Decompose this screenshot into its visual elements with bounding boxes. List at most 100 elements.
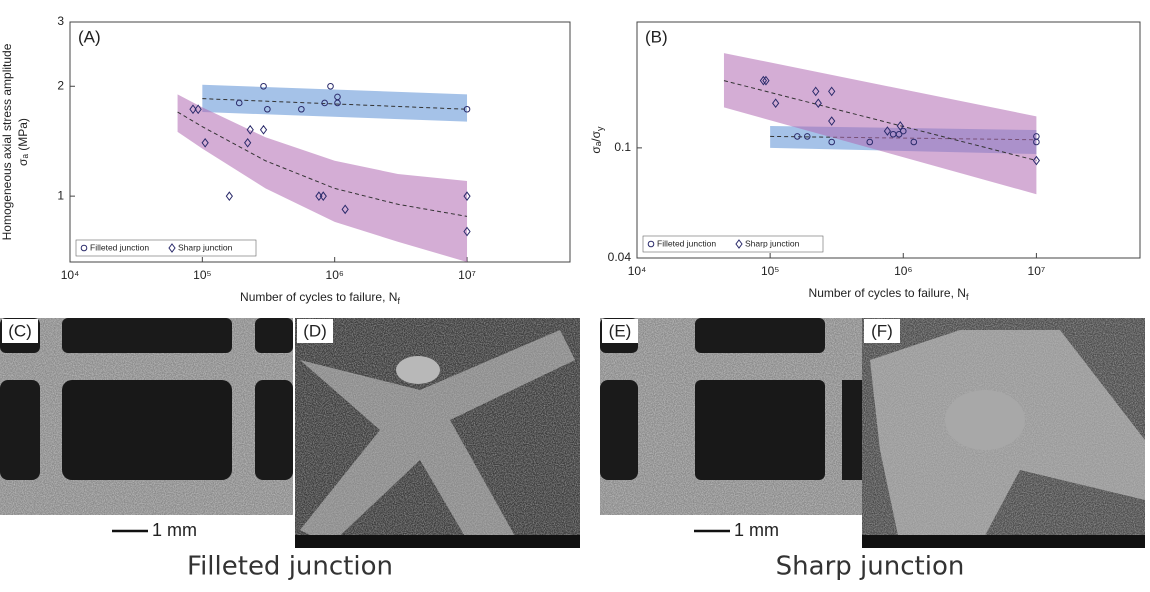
point	[828, 138, 835, 146]
panel-title: (A)	[78, 27, 101, 46]
y-axis-label-sub: y	[595, 126, 605, 131]
point	[260, 82, 267, 90]
y-tick-label: 0.04	[608, 250, 632, 264]
point	[866, 138, 874, 146]
fracture	[945, 390, 1025, 450]
x-axis-label-sub: f	[397, 296, 400, 306]
x-tick-label: 10⁵	[193, 268, 211, 282]
point	[298, 105, 305, 113]
y-tick-label: 2	[57, 78, 64, 92]
label-box	[2, 319, 38, 343]
point	[225, 191, 233, 201]
texture	[295, 318, 580, 548]
pore	[695, 318, 825, 353]
point	[1033, 138, 1040, 146]
info-bar	[295, 535, 580, 548]
point	[812, 86, 820, 97]
y-tick-label: 0.1	[614, 140, 631, 154]
point	[259, 124, 268, 135]
caption: Sharp junction	[776, 552, 965, 582]
legend-label: Sharp junction	[178, 242, 233, 252]
confidence-band	[177, 94, 468, 263]
point	[828, 116, 836, 126]
point	[895, 130, 903, 138]
pore	[842, 380, 862, 480]
point	[896, 121, 904, 131]
point	[899, 127, 907, 135]
fit-line	[177, 111, 468, 217]
legend-label: Filleted junction	[657, 238, 716, 248]
y-axis-label-text: Homogeneous axial stress amplitude	[0, 43, 14, 240]
x-axis-label-text: Number of cycles to failure, N	[809, 286, 966, 300]
label-box	[864, 319, 900, 343]
y-axis-label-text: σₐ (MPa)	[16, 118, 30, 166]
fit-line	[202, 98, 468, 110]
y-axis-label: Homogeneous axial stress amplitude	[0, 43, 14, 240]
point	[814, 98, 822, 109]
confidence-band	[723, 53, 1037, 195]
panel-label: (F)	[871, 321, 893, 340]
panel-label: (C)	[8, 321, 32, 340]
point	[194, 104, 202, 115]
label-box	[602, 319, 638, 343]
panel-labels: (C) (D) (E) (F) 1 mm 1 mm Filleted junct…	[0, 319, 964, 582]
point	[264, 105, 271, 113]
x-axis-label-sub: f	[966, 292, 969, 302]
scale-label: 1 mm	[734, 520, 779, 540]
y-axis-label: σₐ (MPa)	[16, 118, 30, 166]
pore	[0, 380, 40, 480]
legend-marker	[647, 240, 655, 248]
y-axis-label: σₐ/σy	[589, 126, 605, 154]
point	[244, 137, 252, 148]
pore	[255, 318, 293, 353]
x-tick-label: 10⁷	[458, 268, 476, 282]
pore	[62, 380, 232, 480]
point	[910, 138, 918, 146]
fracture	[396, 356, 440, 384]
point	[883, 126, 892, 136]
plot-area	[69, 21, 571, 263]
point	[246, 124, 254, 135]
point	[327, 82, 334, 90]
panel-label: (D)	[303, 321, 327, 340]
x-tick-label: 10⁶	[894, 264, 912, 278]
pore	[695, 380, 825, 480]
chart: 10⁴ 10⁵ 10⁶ 10⁷ 0.04 0.1 (B) Number of cycles t…	[589, 21, 1141, 302]
caption: Filleted junction	[187, 552, 393, 582]
point	[321, 99, 328, 107]
chart: 10⁴ 10⁵ 10⁶ 10⁷ 1 2 3 (A) Number of cycles to fa…	[0, 14, 571, 306]
x-axis-label: Number of cycles to failure, Nf	[240, 290, 400, 306]
point	[334, 99, 341, 107]
legend-marker	[80, 244, 88, 252]
point	[463, 105, 471, 113]
legend-box	[75, 239, 257, 257]
label-box	[297, 319, 333, 343]
x-axis-label: Number of cycles to failure, Nf	[809, 286, 969, 302]
point	[828, 86, 836, 97]
pore	[255, 380, 293, 480]
fit-line	[723, 80, 1037, 162]
images	[0, 318, 1145, 548]
legend-label: Filleted junction	[90, 242, 149, 252]
x-tick-label: 10⁷	[1028, 264, 1046, 278]
point	[1032, 155, 1041, 166]
x-tick-label: 10⁵	[761, 264, 779, 278]
point	[463, 226, 471, 237]
info-bar	[862, 535, 1145, 548]
pore	[600, 380, 638, 480]
point	[319, 191, 327, 201]
point	[201, 137, 209, 148]
point	[235, 99, 243, 107]
point	[772, 98, 780, 109]
point	[759, 75, 768, 86]
panel-label: (E)	[609, 321, 632, 340]
point	[803, 133, 811, 140]
y-tick-label: 3	[57, 14, 64, 28]
y-axis-label-text: σₐ/σ	[589, 130, 603, 153]
legend-marker	[168, 243, 176, 253]
x-tick-label: 10⁶	[326, 268, 344, 282]
point	[762, 75, 770, 86]
y-tick-label: 1	[57, 188, 64, 202]
x-tick-label: 10⁴	[628, 264, 647, 278]
